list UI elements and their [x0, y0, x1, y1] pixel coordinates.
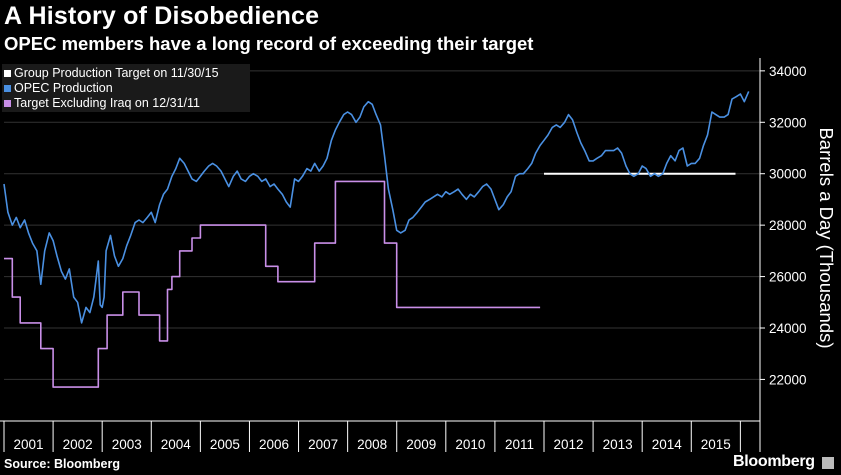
- source-note: Source: Bloomberg: [4, 457, 120, 471]
- legend-label: Group Production Target on 11/30/15: [14, 66, 219, 80]
- x-tick-label: 2004: [161, 437, 192, 452]
- y-tick-label: 34000: [769, 64, 807, 79]
- x-tick-label: 2002: [63, 437, 93, 452]
- x-tick-label: 2003: [112, 437, 142, 452]
- legend-item-opec-production: OPEC Production: [2, 81, 250, 96]
- bloomberg-logo-icon: [822, 457, 834, 469]
- x-axis: 2001 2002 2003 2004 2005 2006 2007 2008 2009 2010…: [0, 420, 760, 452]
- y-tick-label: 30000: [769, 167, 807, 182]
- y-tick-label: 26000: [769, 270, 807, 285]
- series-line-opec-production: [3, 91, 750, 324]
- x-tick-label: 2001: [14, 437, 44, 452]
- y-axis-label: Barrels a Day (Thousands): [816, 127, 837, 348]
- chart-title: A History of Disobedience: [4, 2, 320, 30]
- legend-label: OPEC Production: [14, 81, 113, 95]
- legend-label: Target Excluding Iraq on 12/31/11: [14, 96, 201, 110]
- x-tick-label: 2012: [554, 437, 584, 452]
- x-tick-label: 2015: [701, 437, 731, 452]
- legend-item-group-target: Group Production Target on 11/30/15: [2, 66, 250, 81]
- x-tick-label: 2014: [652, 437, 683, 452]
- legend-item-target-excluding-iraq: Target Excluding Iraq on 12/31/11: [2, 96, 250, 111]
- plot-area: [3, 70, 760, 388]
- x-tick-label: 2013: [603, 437, 633, 452]
- bloomberg-logo: Bloomberg: [733, 453, 815, 470]
- x-tick-label: 2008: [357, 437, 387, 452]
- y-axis: 22000 24000 26000 28000 30000 32000 34000: [759, 58, 807, 452]
- legend-swatch: [4, 100, 11, 107]
- y-tick-label: 28000: [769, 218, 807, 233]
- x-tick-label: 2009: [406, 437, 436, 452]
- series-line-target-excluding-iraq: [4, 180, 541, 388]
- legend-swatch: [4, 70, 11, 77]
- legend: Group Production Target on 11/30/15 OPEC …: [2, 64, 250, 112]
- y-tick-label: 24000: [769, 321, 807, 336]
- chart-subtitle: OPEC members have a long record of excee…: [4, 33, 534, 54]
- x-tick-label: 2005: [210, 437, 240, 452]
- x-tick-label: 2011: [505, 437, 534, 452]
- x-tick-label: 2007: [308, 437, 338, 452]
- x-tick-label: 2006: [259, 437, 289, 452]
- x-tick-label: 2010: [455, 437, 485, 452]
- y-tick-label: 32000: [769, 115, 807, 130]
- y-tick-label: 22000: [769, 372, 807, 387]
- legend-swatch: [4, 85, 11, 92]
